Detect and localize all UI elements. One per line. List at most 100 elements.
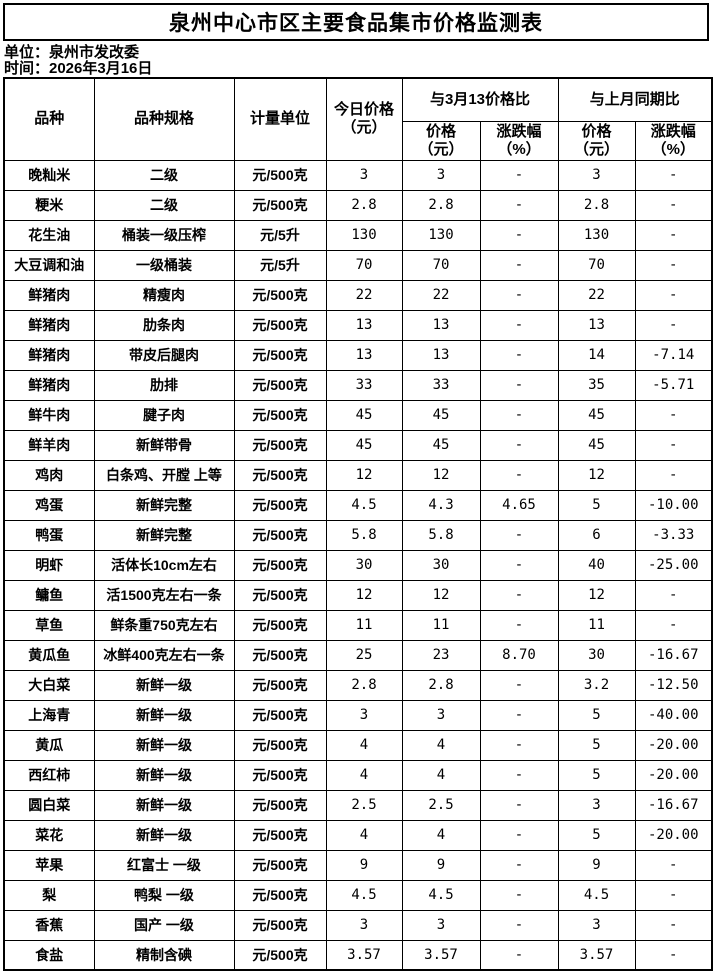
cell-unit: 元/500克: [233, 519, 327, 551]
cell-today-price: 9: [325, 849, 403, 881]
cell-change-vs-last-month: -20.00: [634, 819, 713, 851]
cell-spec: 红富士 一级: [93, 849, 235, 881]
cell-spec: 精瘦肉: [93, 279, 235, 311]
cell-spec: 二级: [93, 159, 235, 191]
cell-today-price: 4.5: [325, 489, 403, 521]
cell-spec: 新鲜一级: [93, 729, 235, 761]
cell-variety: 晚籼米: [3, 159, 95, 191]
header-unit: 计量单位: [233, 77, 327, 161]
cell-price-vs-mar13: 33: [401, 369, 481, 401]
table-row: 鳙鱼 活1500克左右一条 元/500克 12 12-12-: [3, 579, 713, 611]
cell-unit: 元/500克: [233, 699, 327, 731]
table-row: 草鱼 鲜条重750克左右 元/500克 11 11-11-: [3, 609, 713, 641]
table-row: 粳米 二级 元/500克 2.8 2.8-2.8-: [3, 189, 713, 221]
cell-change-vs-last-month: -: [634, 579, 713, 611]
cell-price-vs-last-month: 5: [557, 699, 636, 731]
cell-unit: 元/500克: [233, 669, 327, 701]
cell-price-vs-last-month: 4.5: [557, 879, 636, 911]
cell-price-vs-last-month: 6: [557, 519, 636, 551]
cell-spec: 活1500克左右一条: [93, 579, 235, 611]
cell-variety: 草鱼: [3, 609, 95, 641]
table-row: 鸡蛋 新鲜完整 元/500克 4.5 4.3 4.65 5 -10.00: [3, 489, 713, 521]
header-price-vs-last-month: 价格 （元）: [557, 120, 636, 161]
cell-change-vs-mar13: -: [479, 309, 559, 341]
cell-change-vs-last-month: -: [634, 429, 713, 461]
cell-price-vs-mar13: 45: [401, 429, 481, 461]
cell-change-vs-mar13: -: [479, 849, 559, 881]
table-body: 晚籼米 二级 元/500克 3 3-3- 粳米 二级 元/500克 2.8 2.8-2.8- 花生油…: [3, 159, 713, 971]
cell-price-vs-last-month: 130: [557, 219, 636, 251]
table-row: 鲜羊肉 新鲜带骨 元/500克 45 45-45-: [3, 429, 713, 461]
cell-price-vs-last-month: 5: [557, 729, 636, 761]
cell-price-vs-mar13: 3: [401, 159, 481, 191]
cell-today-price: 4.5: [325, 879, 403, 911]
cell-change-vs-last-month: -12.50: [634, 669, 713, 701]
cell-change-vs-last-month: -7.14: [634, 339, 713, 371]
cell-unit: 元/500克: [233, 189, 327, 221]
cell-spec: 新鲜带骨: [93, 429, 235, 461]
header-spec: 品种规格: [93, 77, 235, 161]
cell-unit: 元/500克: [233, 489, 327, 521]
cell-price-vs-last-month: 3.2: [557, 669, 636, 701]
cell-change-vs-mar13: -: [479, 459, 559, 491]
table-row: 明虾 活体长10cm左右 元/500克 30 30-40 -25.00: [3, 549, 713, 581]
cell-today-price: 12: [325, 579, 403, 611]
cell-change-vs-last-month: -: [634, 219, 713, 251]
cell-price-vs-last-month: 3: [557, 159, 636, 191]
cell-change-vs-mar13: -: [479, 729, 559, 761]
table-row: 梨鸭梨 一级 元/500克 4.5 4.5-4.5-: [3, 879, 713, 911]
cell-change-vs-last-month: -: [634, 609, 713, 641]
cell-variety: 鸡肉: [3, 459, 95, 491]
cell-unit: 元/500克: [233, 879, 327, 911]
cell-today-price: 45: [325, 429, 403, 461]
header-vs-mar13-group: 与3月13价格比: [401, 77, 559, 122]
cell-spec: 新鲜完整: [93, 489, 235, 521]
cell-variety: 西红柿: [3, 759, 95, 791]
cell-price-vs-mar13: 3: [401, 699, 481, 731]
cell-spec: 肋排: [93, 369, 235, 401]
header-variety: 品种: [3, 77, 95, 161]
cell-change-vs-mar13: -: [479, 609, 559, 641]
cell-variety: 鲜牛肉: [3, 399, 95, 431]
cell-price-vs-mar13: 23: [401, 639, 481, 671]
cell-change-vs-mar13: -: [479, 699, 559, 731]
cell-variety: 鸭蛋: [3, 519, 95, 551]
cell-variety: 大豆调和油: [3, 249, 95, 281]
cell-price-vs-last-month: 40: [557, 549, 636, 581]
cell-price-vs-mar13: 12: [401, 459, 481, 491]
cell-unit: 元/500克: [233, 639, 327, 671]
cell-price-vs-mar13: 4: [401, 819, 481, 851]
cell-price-vs-last-month: 12: [557, 459, 636, 491]
cell-change-vs-last-month: -: [634, 879, 713, 911]
cell-spec: 新鲜一级: [93, 699, 235, 731]
table-row: 上海青 新鲜一级 元/500克 3 3-5 -40.00: [3, 699, 713, 731]
cell-unit: 元/500克: [233, 279, 327, 311]
cell-today-price: 2.8: [325, 669, 403, 701]
cell-change-vs-mar13: 4.65: [479, 489, 559, 521]
header-price-vs-mar13: 价格 （元）: [401, 120, 481, 161]
cell-change-vs-last-month: -: [634, 309, 713, 341]
cell-variety: 梨: [3, 879, 95, 911]
cell-unit: 元/500克: [233, 819, 327, 851]
cell-change-vs-mar13: -: [479, 369, 559, 401]
cell-change-vs-mar13: -: [479, 429, 559, 461]
table-row: 花生油 桶装一级压榨 元/5升 130 130-130-: [3, 219, 713, 251]
cell-today-price: 11: [325, 609, 403, 641]
cell-price-vs-mar13: 45: [401, 399, 481, 431]
cell-today-price: 3.57: [325, 939, 403, 971]
table-row: 大白菜 新鲜一级 元/500克 2.8 2.8-3.2 -12.50: [3, 669, 713, 701]
cell-price-vs-last-month: 3: [557, 789, 636, 821]
cell-unit: 元/500克: [233, 909, 327, 941]
cell-today-price: 4: [325, 819, 403, 851]
cell-change-vs-last-month: -10.00: [634, 489, 713, 521]
price-table: 品种 品种规格 计量单位 今日价格 （元） 与3月13价格比 与上月同期比 价格…: [3, 77, 714, 971]
cell-spec: 白条鸡、开膛 上等: [93, 459, 235, 491]
cell-variety: 苹果: [3, 849, 95, 881]
cell-price-vs-last-month: 12: [557, 579, 636, 611]
cell-price-vs-mar13: 11: [401, 609, 481, 641]
cell-variety: 大白菜: [3, 669, 95, 701]
cell-change-vs-mar13: -: [479, 549, 559, 581]
cell-unit: 元/500克: [233, 309, 327, 341]
cell-change-vs-last-month: -: [634, 939, 713, 971]
cell-spec: 二级: [93, 189, 235, 221]
